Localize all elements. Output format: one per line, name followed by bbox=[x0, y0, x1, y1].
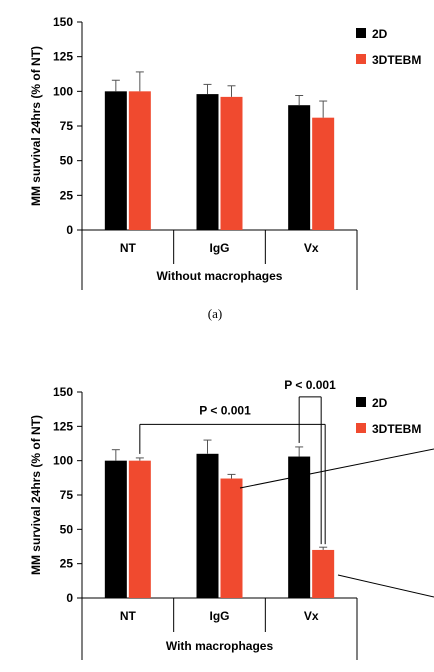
legend-label: 3DTEBM bbox=[372, 53, 421, 67]
chart-panel-b: 0 25 50 75 100 125 150 NT IgG Vx With macrophages M… bbox=[29, 378, 421, 660]
category-label: Vx bbox=[304, 241, 319, 255]
y-tick-label: 25 bbox=[60, 557, 74, 571]
y-tick-label: 125 bbox=[53, 419, 73, 433]
category-label: NT bbox=[120, 241, 137, 255]
callout-line-upper bbox=[239, 448, 434, 489]
bar-2d-vx bbox=[288, 456, 311, 598]
y-tick-label: 75 bbox=[60, 488, 74, 502]
bar-3dtebm-vx bbox=[312, 117, 335, 230]
y-tick-label: 50 bbox=[60, 154, 74, 168]
bar-2d-vx bbox=[288, 105, 311, 230]
legend-swatch bbox=[356, 54, 366, 64]
y-tick-label: 25 bbox=[60, 188, 74, 202]
bar-3dtebm-igg bbox=[220, 96, 243, 230]
y-tick-label: 150 bbox=[53, 385, 73, 399]
y-tick-label: 150 bbox=[53, 15, 73, 29]
group-label: With macrophages bbox=[166, 639, 274, 653]
legend-label: 2D bbox=[372, 396, 388, 410]
legend-swatch bbox=[356, 397, 366, 407]
y-tick-label: 50 bbox=[60, 522, 74, 536]
category-label: IgG bbox=[210, 241, 230, 255]
legend-swatch bbox=[356, 28, 366, 38]
bar-3dtebm-vx bbox=[312, 549, 335, 598]
bar-2d-nt bbox=[104, 460, 127, 598]
y-tick-label: 100 bbox=[53, 84, 73, 98]
y-tick-label: 75 bbox=[60, 119, 74, 133]
y-tick-label: 0 bbox=[66, 591, 73, 605]
group-label: Without macrophages bbox=[157, 269, 283, 283]
category-label: Vx bbox=[304, 609, 319, 623]
p-value-label: P < 0.001 bbox=[284, 378, 336, 392]
y-axis-label: MM survival 24hrs (% of NT) bbox=[29, 46, 43, 206]
bar-2d-igg bbox=[196, 453, 219, 598]
callout-line-lower bbox=[337, 574, 434, 598]
category-label: IgG bbox=[210, 609, 230, 623]
bar-2d-nt bbox=[104, 91, 127, 230]
bar-3dtebm-igg bbox=[220, 478, 243, 598]
legend-label: 2D bbox=[372, 27, 388, 41]
p-value-label: P < 0.001 bbox=[199, 403, 251, 417]
y-tick-label: 0 bbox=[66, 223, 73, 237]
y-tick-label: 100 bbox=[53, 454, 73, 468]
legend-swatch bbox=[356, 423, 366, 433]
category-label: NT bbox=[120, 609, 137, 623]
y-tick-label: 125 bbox=[53, 50, 73, 64]
chart-panel-a: 0 25 50 75 100 125 150 NT IgG Vx Without macrophag… bbox=[29, 15, 421, 290]
legend-label: 3DTEBM bbox=[372, 422, 421, 436]
bar-3dtebm-nt bbox=[128, 460, 151, 598]
y-axis-label: MM survival 24hrs (% of NT) bbox=[29, 415, 43, 575]
bar-2d-igg bbox=[196, 94, 219, 231]
panel-label-a: (a) bbox=[208, 306, 222, 321]
bar-3dtebm-nt bbox=[128, 91, 151, 230]
